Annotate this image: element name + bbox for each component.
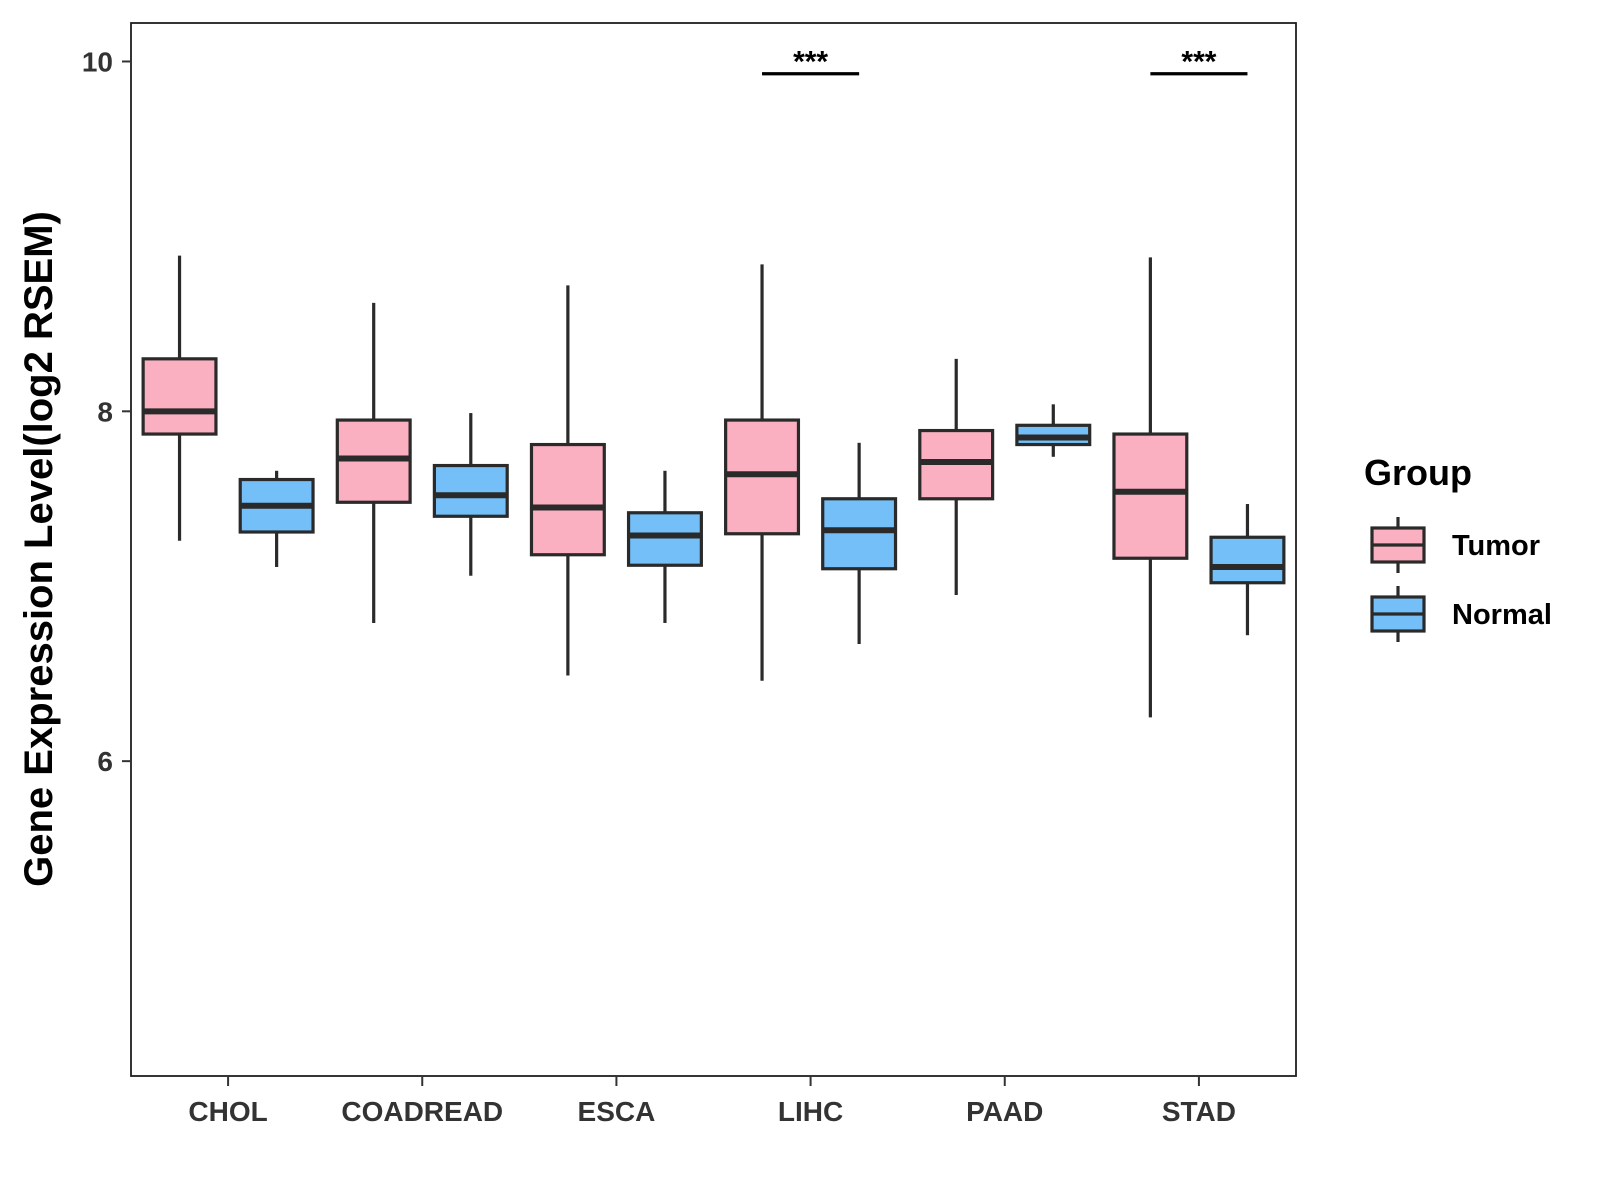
box-tumor-lihc xyxy=(724,264,801,681)
x-tick-label: CHOL xyxy=(188,1096,267,1127)
x-tick-label: COADREAD xyxy=(341,1096,503,1127)
box-tumor-chol xyxy=(141,255,218,541)
box-body xyxy=(432,463,509,518)
box-normal-coadread xyxy=(432,413,509,576)
x-tick-label: PAAD xyxy=(966,1096,1043,1127)
y-tick-label: 8 xyxy=(97,396,113,427)
box-tumor-coadread xyxy=(335,302,412,623)
panel-border xyxy=(130,22,1297,1077)
y-tick-label: 10 xyxy=(82,46,113,77)
y-axis-title: Gene Expression Level(log2 RSEM) xyxy=(17,211,61,887)
box-normal-esca xyxy=(626,470,703,623)
box-tumor-stad xyxy=(1112,257,1189,718)
x-tick-label: ESCA xyxy=(578,1096,656,1127)
box-normal-chol xyxy=(238,470,315,567)
box-normal-stad xyxy=(1209,504,1286,636)
significance-stad: *** xyxy=(1150,46,1248,79)
significance-label: *** xyxy=(793,46,828,79)
y-axis: 6 8 10 xyxy=(82,46,131,777)
box-body xyxy=(529,442,606,557)
legend-item-tumor: Tumor xyxy=(1370,517,1540,573)
box-normal-paad xyxy=(1015,404,1092,457)
legend-title: Group xyxy=(1364,452,1472,493)
box-body xyxy=(1112,432,1189,560)
box-body xyxy=(141,357,218,436)
box-body xyxy=(1209,535,1286,585)
significance-lihc: *** xyxy=(762,46,860,79)
legend-item-normal: Normal xyxy=(1370,586,1552,642)
significance-label: *** xyxy=(1181,46,1216,79)
legend: Group Tumor Normal xyxy=(1364,452,1552,642)
legend-label: Tumor xyxy=(1452,530,1540,562)
x-tick-label: LIHC xyxy=(778,1096,843,1127)
x-tick-label: STAD xyxy=(1162,1096,1236,1127)
box-normal-lihc xyxy=(821,442,898,644)
x-axis: CHOL COADREAD ESCA LIHC PAAD STAD xyxy=(188,1076,1236,1127)
y-tick-label: 6 xyxy=(97,746,113,777)
box-body xyxy=(626,511,703,567)
plot-area: *** *** xyxy=(141,46,1286,718)
box-tumor-esca xyxy=(529,285,606,676)
box-body xyxy=(821,497,898,571)
box-tumor-paad xyxy=(918,358,995,595)
legend-label: Normal xyxy=(1452,599,1552,631)
